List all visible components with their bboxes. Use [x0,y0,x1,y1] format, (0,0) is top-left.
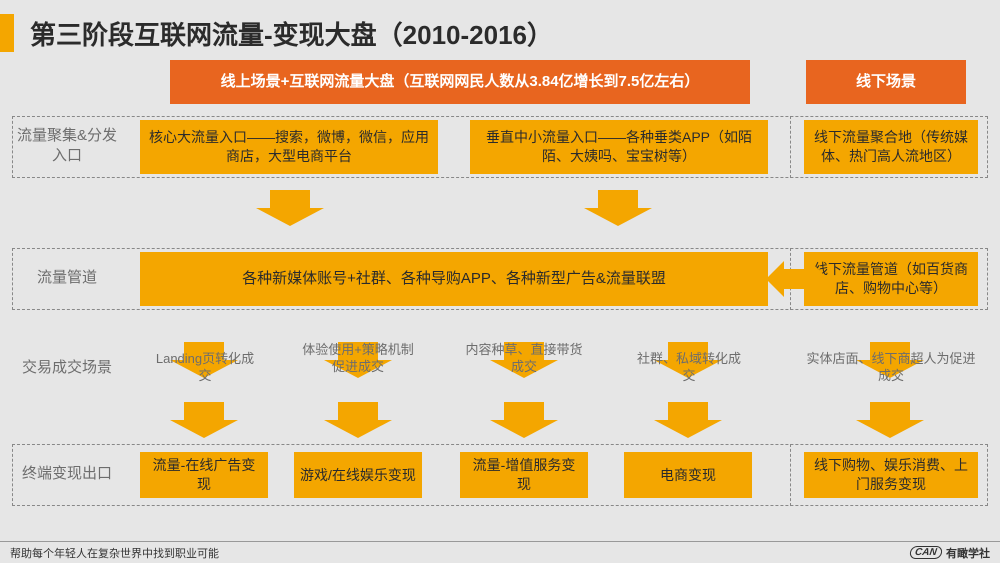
divider-r1 [790,116,791,178]
row1-online-a: 核心大流量入口——搜索，微博，微信，应用商店，大型电商平台 [140,120,438,174]
row4-label: 终端变现出口 [12,464,122,484]
row2-offline: 线下流量管道（如百货商店、购物中心等） [804,252,978,306]
row3-d: 社群、私域转化成交 [634,351,744,385]
row3-b: 体验使用+策略机制促进成交 [298,342,418,376]
row3-a: Landing页转化成交 [150,351,260,385]
arrow-lr-row2 [766,261,828,297]
row4-e: 线下购物、娱乐消费、上门服务变现 [804,452,978,498]
logo-badge: CAN [909,546,942,559]
row1-online-b: 垂直中小流量入口——各种垂类APP（如陌陌、大姨吗、宝宝树等） [470,120,768,174]
header-offline: 线下场景 [806,60,966,104]
header-online: 线上场景+互联网流量大盘（互联网网民人数从3.84亿增长到7.5亿左右） [170,60,750,104]
divider-r4 [790,444,791,506]
row4-d: 电商变现 [624,452,752,498]
page-title: 第三阶段互联网流量-变现大盘（2010-2016） [30,15,553,52]
footer-left: 帮助每个年轻人在复杂世界中找到职业可能 [10,545,219,561]
row4-b: 游戏/在线娱乐变现 [294,452,422,498]
footer: 帮助每个年轻人在复杂世界中找到职业可能 CAN 有瞰学社 [0,541,1000,563]
row1-label: 流量聚集&分发入口 [12,126,122,165]
row3-e: 实体店面、线下商超人为促进成交 [806,351,976,385]
row1-offline: 线下流量聚合地（传统媒体、热门高人流地区） [804,120,978,174]
title-accent [0,14,14,52]
row2-label: 流量管道 [12,268,122,288]
row3-c: 内容种草、直接带货成交 [464,342,584,376]
row2-online: 各种新媒体账号+社群、各种导购APP、各种新型广告&流量联盟 [140,252,768,306]
footer-logo: CAN 有瞰学社 [910,545,990,561]
row3-label: 交易成交场景 [12,358,122,378]
diagram-content: 线上场景+互联网流量大盘（互联网网民人数从3.84亿增长到7.5亿左右） 线下场… [0,60,1000,540]
logo-text: 有瞰学社 [946,545,990,561]
row4-a: 流量-在线广告变现 [140,452,268,498]
title-bar: 第三阶段互联网流量-变现大盘（2010-2016） [0,0,1000,60]
row4-c: 流量-增值服务变现 [460,452,588,498]
